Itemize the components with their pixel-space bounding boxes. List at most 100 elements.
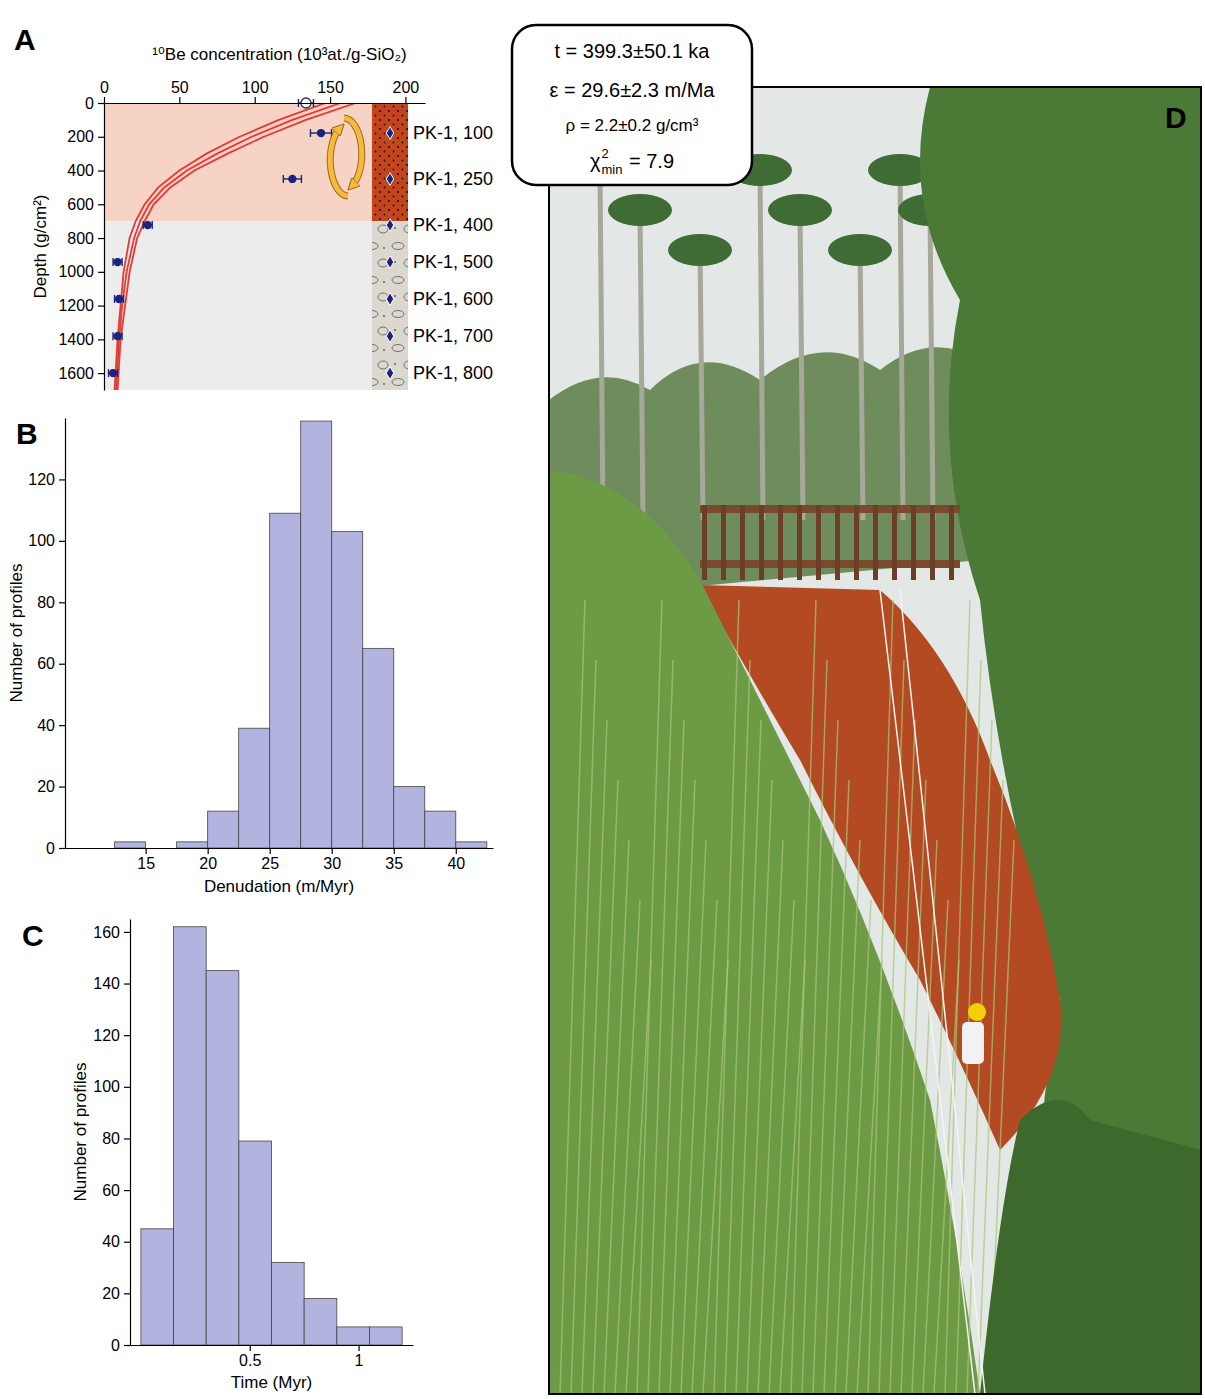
- gravel-texture: [372, 221, 408, 390]
- tick: 100: [93, 1078, 130, 1095]
- bar: [239, 728, 270, 848]
- panel-letter: B: [16, 417, 38, 450]
- error-bar: [113, 258, 122, 266]
- tick-mark: [98, 339, 104, 340]
- grass-blade: [604, 840, 629, 1394]
- grass-blade: [912, 840, 937, 1394]
- y-axis-title: Number of profiles: [7, 564, 26, 703]
- tick-mark: [405, 97, 406, 103]
- tick: 0: [100, 79, 109, 103]
- grass-blade: [736, 720, 761, 1394]
- plot-area: [104, 103, 372, 390]
- tick-mark: [124, 1087, 130, 1088]
- data-point: [318, 130, 325, 137]
- axis: 020406080100120: [28, 419, 65, 857]
- callout-box: [512, 25, 752, 185]
- photo: [549, 87, 1201, 1394]
- tick: 0.5: [239, 1345, 261, 1369]
- sample-label: PK-1, 600: [413, 289, 493, 309]
- sample-label: PK-1, 100: [413, 123, 493, 143]
- tick-label: 50: [171, 79, 189, 96]
- tick: 600: [67, 196, 104, 213]
- palm-trunk: [640, 210, 643, 520]
- error-bar: [310, 129, 331, 137]
- soil-column: [372, 103, 408, 221]
- tick-label: 0: [111, 1337, 120, 1354]
- tick-label: 800: [67, 230, 94, 247]
- grass-blade: [802, 660, 827, 1394]
- railing-post: [949, 505, 954, 580]
- tick-label: 80: [102, 1130, 120, 1147]
- data-point: [110, 370, 117, 377]
- tick-mark: [98, 305, 104, 306]
- bar: [337, 1327, 370, 1345]
- tick-mark: [59, 541, 65, 542]
- tick-label: 1400: [58, 331, 94, 348]
- lower-vegetation: [980, 1100, 1201, 1394]
- tick: 100: [242, 79, 269, 103]
- bar: [363, 648, 394, 848]
- tick-mark: [330, 97, 331, 103]
- tick: 80: [37, 594, 65, 611]
- bar: [369, 1327, 402, 1345]
- tick-label: 120: [28, 471, 55, 488]
- tick: 400: [67, 162, 104, 179]
- axis-line: [104, 104, 105, 391]
- tick-label: 20: [37, 778, 55, 795]
- grass-blade: [615, 900, 640, 1394]
- tick: 0: [46, 840, 65, 857]
- railing-post: [702, 505, 707, 580]
- axis: 0.51: [131, 1345, 414, 1369]
- grass-blade: [560, 600, 585, 1394]
- arrow-outline: [330, 128, 348, 196]
- sky: [549, 87, 1201, 1394]
- grass-blade: [769, 900, 794, 1394]
- railing-post: [740, 505, 745, 580]
- bar: [301, 421, 332, 848]
- panel-letter: C: [22, 919, 44, 952]
- gravel-column: [372, 221, 408, 390]
- railing-post: [892, 505, 897, 580]
- tick-label: 400: [67, 162, 94, 179]
- tick: 150: [317, 79, 344, 103]
- y-axis-title: Number of profiles: [71, 1063, 90, 1202]
- tick: 1200: [58, 297, 104, 314]
- callout-text: χ: [590, 150, 601, 172]
- grass-blade: [725, 660, 750, 1394]
- tick-mark: [124, 1293, 130, 1294]
- tick-label: 200: [393, 79, 420, 96]
- grass-blade: [659, 720, 684, 1394]
- rope: [880, 590, 975, 1394]
- x-axis-title: Denudation (m/Myr): [204, 877, 354, 896]
- grass-blade: [879, 660, 904, 1394]
- bar: [270, 513, 301, 848]
- tick-mark: [250, 1345, 251, 1351]
- bar: [239, 1141, 272, 1345]
- tick-label: 40: [37, 717, 55, 734]
- tick-mark: [98, 238, 104, 239]
- tick-mark: [59, 786, 65, 787]
- bar: [177, 842, 208, 848]
- tick: 40: [102, 1233, 130, 1250]
- bars: [115, 421, 487, 848]
- bar: [174, 927, 207, 1345]
- palm-trunk: [860, 250, 863, 520]
- panel-letter: D: [1165, 101, 1187, 134]
- tick-mark: [124, 932, 130, 933]
- railing-post: [854, 505, 859, 580]
- points: [109, 98, 332, 377]
- tick-mark: [59, 725, 65, 726]
- model-curve: [115, 103, 326, 390]
- bedrock-band: [104, 221, 372, 390]
- railing-post: [759, 505, 764, 580]
- x-axis-title: Time (Myr): [231, 1373, 313, 1392]
- tick-mark: [124, 983, 130, 984]
- axis: 0 50 100 150 200: [100, 79, 425, 104]
- error-bar-cap: [310, 129, 311, 137]
- tick-label: 0: [46, 840, 55, 857]
- palm-trunk: [800, 210, 803, 520]
- axis: 020406080100120140160: [93, 920, 130, 1354]
- palm-crown: [668, 234, 732, 266]
- bar: [272, 1262, 305, 1345]
- photo-frame: [549, 87, 1201, 1394]
